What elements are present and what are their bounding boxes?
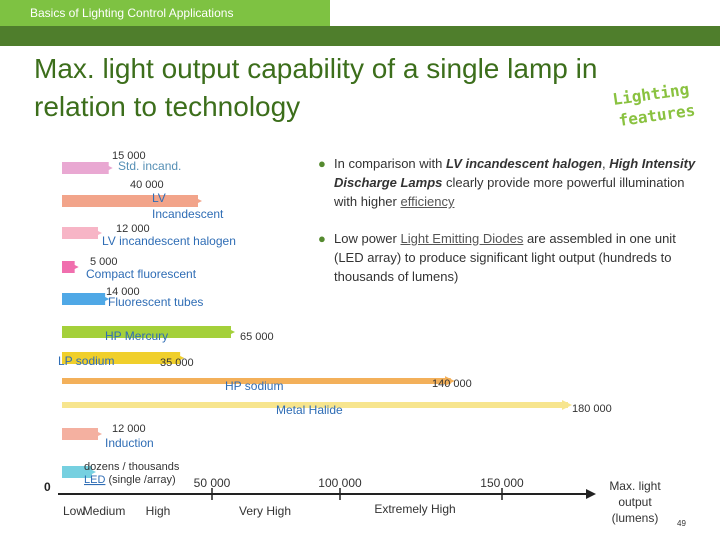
section-title: > Technical Appendix xyxy=(34,53,233,69)
bar-value-4: 14 000 xyxy=(106,286,140,298)
axis-category-0: Low xyxy=(63,504,85,518)
page-number: 49 xyxy=(677,519,686,528)
bar-label-7: HP sodium xyxy=(225,379,283,393)
bullet-0-text-2: , xyxy=(602,156,610,171)
bullet-0-text-0: In comparison with xyxy=(334,156,446,171)
axis-category-3: Very High xyxy=(239,504,291,518)
bar-label-6: LP sodium xyxy=(58,354,114,368)
bar-label-9: Induction xyxy=(105,436,154,450)
bar-label-1-line2: Incandescent xyxy=(152,207,224,221)
bullet-1-text-0: Low power xyxy=(334,231,401,246)
axis-category-2: High xyxy=(146,504,171,518)
axis-title-line-1: output xyxy=(618,495,652,509)
bar-label-3: Compact fluorescent xyxy=(86,267,197,281)
axis-tick-label-0: 50 000 xyxy=(194,476,231,490)
bullet-dot-icon: ● xyxy=(318,231,326,246)
axis-title-line-2: (lumens) xyxy=(612,511,659,525)
bullet-dot-icon: ● xyxy=(318,156,326,171)
axis-category-1: Medium xyxy=(83,504,126,518)
bar-label-2: LV incandescent halogen xyxy=(102,234,236,248)
bullet-list: ● In comparison with LV incandescent halo… xyxy=(318,154,698,304)
bullet-0-text-1: LV incandescent halogen xyxy=(446,156,603,171)
bullet-1-text-1: Light Emitting Diodes xyxy=(400,231,524,246)
led-note-line1: dozens / thousands xyxy=(84,461,180,473)
bar-value-0: 15 000 xyxy=(112,150,146,162)
axis-title-line-0: Max. light xyxy=(609,479,661,493)
bar-label-1: LV xyxy=(152,191,166,205)
bullet-item: ● In comparison with LV incandescent halo… xyxy=(318,154,698,211)
bullet-0-text-4: clearly provide more powerful illuminati… xyxy=(334,175,685,209)
bar-value-3: 5 000 xyxy=(90,256,118,268)
bar-value-9: 12 000 xyxy=(112,423,146,435)
bar-value-8: 180 000 xyxy=(572,403,612,415)
bar-label-8: Metal Halide xyxy=(276,403,343,417)
bullet-1-text-2: are assembled in one unit (LED array) to… xyxy=(334,231,676,284)
header-band: Basics of Lighting Control Applications xyxy=(0,0,330,26)
bar-value-2: 12 000 xyxy=(116,223,150,235)
bar-label-4: Fluorescent tubes xyxy=(108,295,203,309)
axis-category-4: Extremely High xyxy=(374,502,455,516)
led-note-line2: LED (single /array) xyxy=(84,474,176,486)
bar-label-5: HP Mercury xyxy=(105,329,168,343)
bar-value-5: 65 000 xyxy=(240,331,274,343)
course-title: Basics of Lighting Control Applications xyxy=(30,6,234,20)
bar-value-1: 40 000 xyxy=(130,179,164,191)
bar-value-6: 35 000 xyxy=(160,357,194,369)
axis-tick-label-2: 150 000 xyxy=(480,476,524,490)
bullet-item: ● Low power Light Emitting Diodes are ass… xyxy=(318,229,698,286)
axis-origin-label: 0 xyxy=(44,480,51,494)
bullet-0-text-3: High Intensity Discharge Lamps xyxy=(334,156,696,190)
bullet-0-text-5: efficiency xyxy=(400,194,455,209)
slide-title: Max. light output capability of a single… xyxy=(34,53,598,122)
axis-tick-label-1: 100 000 xyxy=(318,476,362,490)
section-band: > Technical Appendix xyxy=(0,26,720,69)
bar-value-7: 140 000 xyxy=(432,378,472,390)
bar-label-0: Std. incand. xyxy=(118,159,181,173)
